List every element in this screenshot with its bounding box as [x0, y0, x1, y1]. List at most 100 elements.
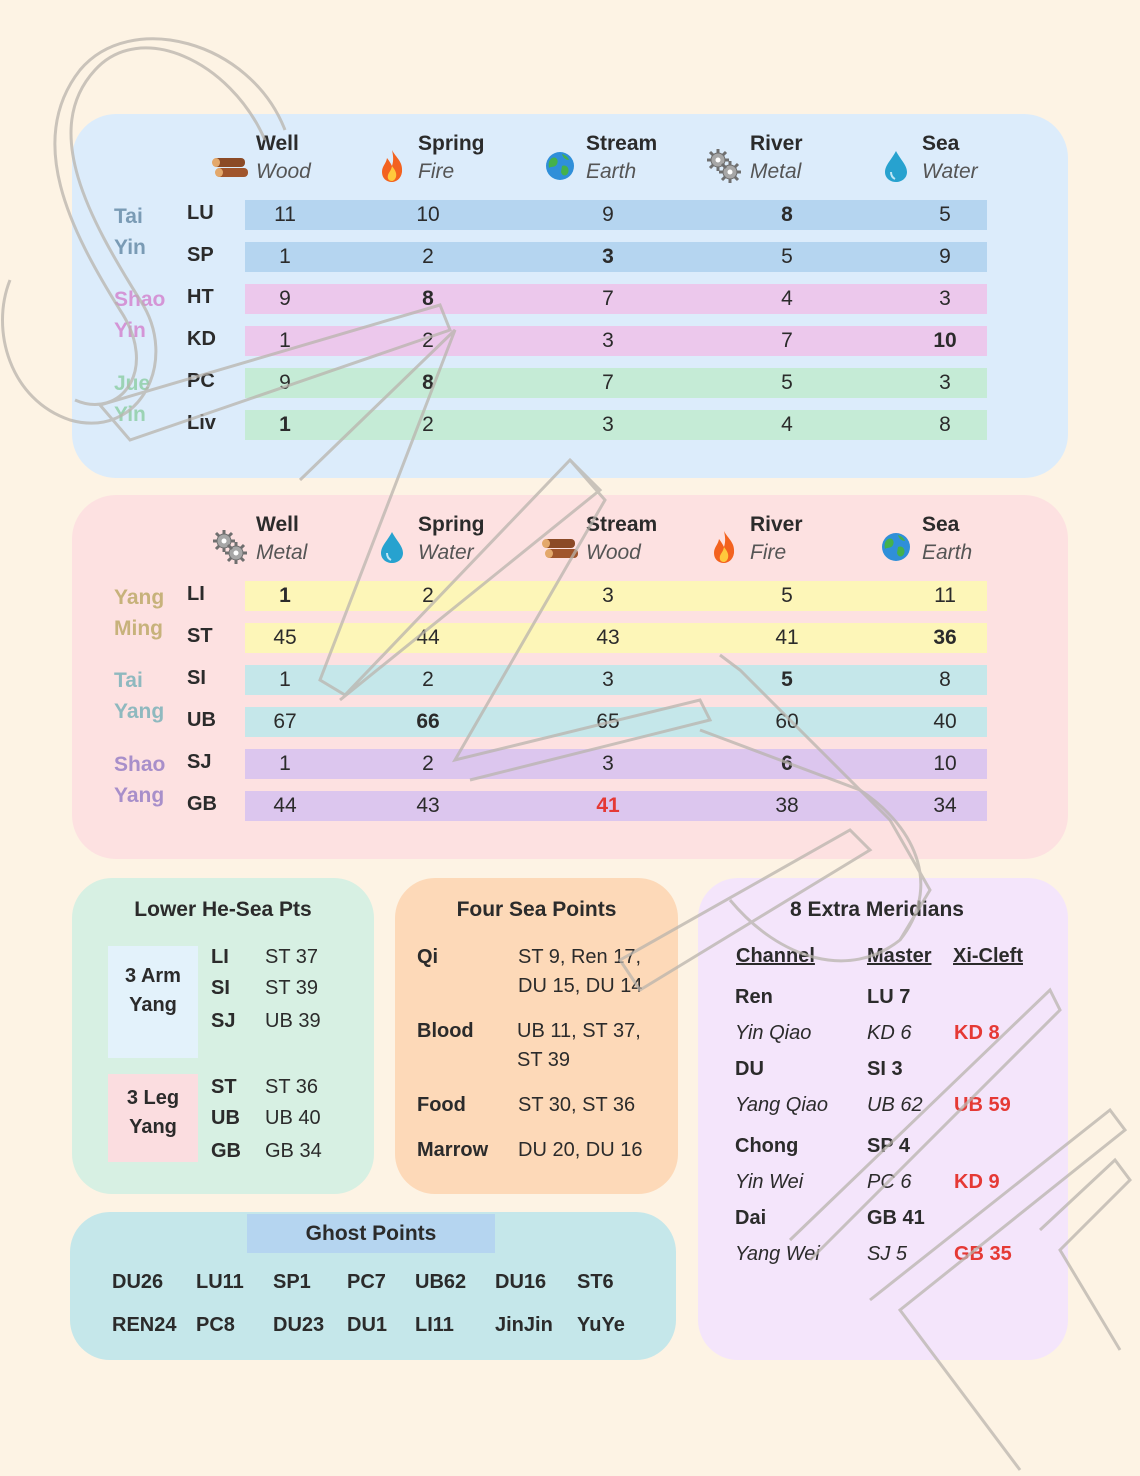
point-number: 10: [933, 752, 957, 775]
point-number: 2: [422, 752, 434, 775]
element-name: Fire: [750, 541, 787, 564]
metal-gears-icon: [210, 527, 250, 567]
point-number: 1: [279, 668, 291, 691]
row-bar: 1 2 3 5 8: [245, 665, 987, 695]
point-number: 40: [933, 710, 957, 733]
point-number: 8: [939, 668, 951, 691]
leg-channel-3: GB: [211, 1140, 241, 1162]
arm-point-1: ST 37: [265, 946, 318, 968]
point-number: 9: [279, 371, 291, 394]
metal-gears-icon: [704, 146, 744, 186]
point-number: 3: [602, 752, 614, 775]
group-label-line: Shao: [114, 753, 166, 776]
meridian-code: GB: [187, 793, 217, 815]
element-name: Fire: [418, 160, 455, 183]
point-number: 34: [933, 794, 957, 817]
row-bar: 45 44 43 41 36: [245, 623, 987, 653]
point-number: 1: [279, 584, 291, 607]
extra-master-point: SP 4: [867, 1135, 910, 1157]
meridian-code: LI: [187, 583, 205, 605]
group-label-line: Yin: [114, 403, 146, 426]
meridian-code: LU: [187, 202, 214, 224]
meridian-code: SI: [187, 667, 206, 689]
point-number: 3: [939, 371, 951, 394]
point-name: Well: [256, 132, 299, 155]
point-number: 66: [416, 710, 440, 733]
point-number: 11: [934, 584, 956, 607]
ghost-point: JinJin: [495, 1314, 553, 1336]
extra-channel: Ren: [735, 986, 773, 1008]
arm-point-3: UB 39: [265, 1010, 321, 1032]
point-number: 8: [939, 413, 951, 436]
point-number: 7: [602, 287, 614, 310]
meridian-code: KD: [187, 328, 216, 350]
fire-icon: [704, 527, 744, 567]
four-sea-points-2a: UB 11, ST 37,: [517, 1020, 641, 1042]
ghost-point: DU16: [495, 1271, 547, 1293]
arm-point-2: ST 39: [265, 977, 318, 999]
earth-globe-icon: [540, 146, 580, 186]
point-number: 10: [416, 203, 440, 226]
meridian-code: PC: [187, 370, 215, 392]
yin-group-label: Shao Yin: [114, 284, 165, 346]
leg-point-2: UB 40: [265, 1107, 321, 1129]
four-sea-name-1: Qi: [417, 946, 439, 968]
group-label-line: Ming: [114, 617, 163, 640]
point-number: 11: [274, 203, 296, 226]
element-name: Water: [418, 541, 474, 564]
point-number: 3: [602, 413, 614, 436]
col-header-xi-cleft: Xi-Cleft: [953, 945, 1023, 967]
point-number: 3: [602, 245, 614, 268]
point-number: 2: [422, 329, 434, 352]
point-name: Stream: [586, 132, 658, 155]
extra-meridians-box: 8 Extra Meridians Channel Master Xi-Clef…: [698, 878, 1068, 1360]
extra-channel: Yang Qiao: [735, 1094, 829, 1116]
point-number: 3: [602, 668, 614, 691]
ghost-point: DU1: [347, 1314, 388, 1336]
point-number: 1: [279, 245, 291, 268]
arm-yang-label-line2: Yang: [129, 994, 177, 1016]
point-number: 10: [933, 329, 957, 352]
yang-group-label: Shao Yang: [114, 749, 165, 811]
element-name: Wood: [586, 541, 641, 564]
row-bar: 11 10 9 8 5: [245, 200, 987, 230]
ghost-point: PC7: [347, 1271, 386, 1293]
point-number: 8: [422, 287, 434, 310]
extra-master-point: LU 7: [867, 986, 911, 1008]
extra-xi-cleft-point: UB 59: [954, 1094, 1011, 1116]
group-label-line: Yang: [114, 700, 165, 723]
point-number: 8: [781, 203, 793, 226]
point-number: 67: [273, 710, 297, 733]
four-sea-points-box: Four Sea Points Qi ST 9, Ren 17, DU 15, …: [395, 878, 678, 1194]
ghost-points-title: Ghost Points: [305, 1222, 437, 1245]
col-header-channel: Channel: [736, 945, 815, 967]
ghost-points-title-bar: [247, 1214, 495, 1253]
point-number: 7: [602, 371, 614, 394]
meridian-code: Liv: [187, 412, 216, 434]
point-number: 5: [781, 668, 793, 691]
point-number: 2: [422, 245, 434, 268]
four-sea-points-1a: ST 9, Ren 17,: [518, 946, 642, 968]
arm-yang-label: 3 Arm Yang: [108, 946, 198, 1058]
row-bar: 44 43 41 38 34: [245, 791, 987, 821]
ghost-point: YuYe: [577, 1314, 625, 1336]
group-label-line: Yang: [114, 586, 165, 609]
extra-master-point: UB 62: [867, 1094, 923, 1116]
four-sea-name-4: Marrow: [417, 1139, 489, 1161]
extra-master-point: GB 41: [867, 1207, 925, 1229]
point-number: 2: [422, 668, 434, 691]
point-number: 36: [933, 626, 957, 649]
point-number: 9: [279, 287, 291, 310]
point-number: 3: [939, 287, 951, 310]
extra-meridians-title: 8 Extra Meridians: [790, 898, 964, 921]
extra-channel: Chong: [735, 1135, 799, 1157]
arm-channel-3: SJ: [211, 1010, 236, 1032]
point-name: Spring: [418, 513, 485, 536]
point-number: 6: [781, 752, 793, 775]
point-number: 5: [939, 203, 951, 226]
row-bar: 1 2 3 5 9: [245, 242, 987, 272]
group-label-line: Shao: [114, 288, 166, 311]
point-name: Well: [256, 513, 299, 536]
point-number: 2: [422, 584, 434, 607]
point-name: Sea: [922, 132, 960, 155]
